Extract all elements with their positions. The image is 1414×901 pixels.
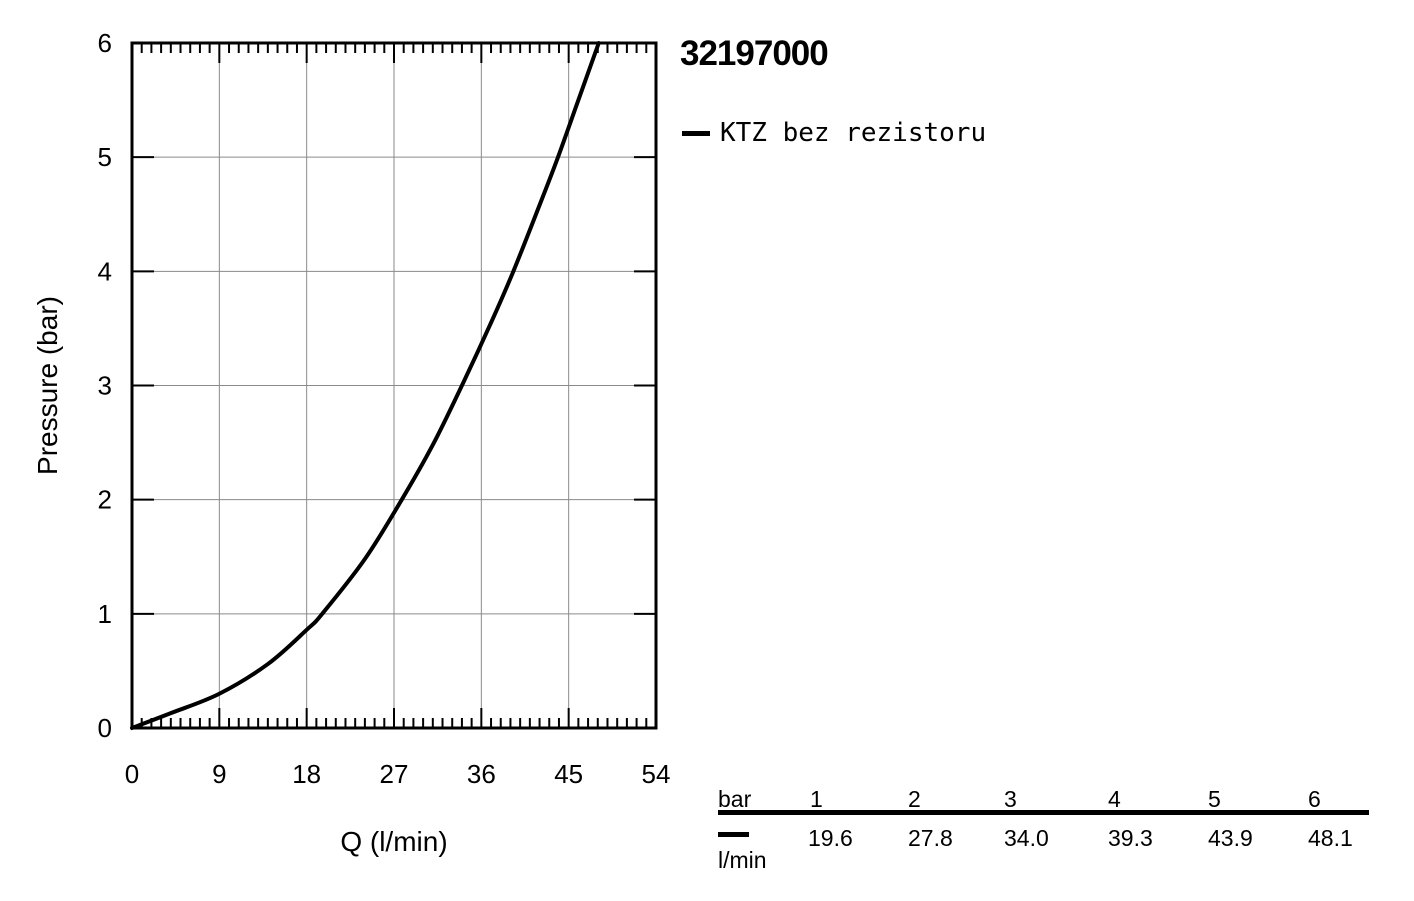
series-line [130, 41, 601, 730]
table-flow-cell: 39.3 [1108, 825, 1153, 851]
x-tick-label: 18 [292, 759, 321, 789]
y-tick-label: 3 [98, 371, 112, 401]
table-flow-cell: 19.6 [808, 825, 853, 851]
x-axis-title: Q (l/min) [340, 826, 447, 857]
table-pressure-cell: 5 [1208, 786, 1221, 812]
table-flow-unit: l/min [718, 847, 767, 873]
table-pressure-cell: 2 [908, 786, 921, 812]
y-tick-label: 5 [98, 142, 112, 172]
series-layer [130, 41, 601, 730]
y-tick-labels: 0 1 2 3 4 5 6 [98, 28, 112, 743]
x-tick-label: 36 [467, 759, 496, 789]
y-tick-label: 1 [98, 599, 112, 629]
plot-area-frame [130, 41, 658, 730]
flow-rate-table: bar 1 2 3 4 5 6 19.6 27.8 34.0 39.3 43.9… [718, 782, 1369, 882]
grid-lines [132, 43, 656, 728]
legend: KTZ bez rezistoru [682, 118, 986, 148]
y-tick-label: 6 [98, 28, 112, 58]
y-tick-label: 4 [98, 256, 112, 286]
table-pressure-cell: 6 [1308, 786, 1321, 812]
table-flow-cell: 34.0 [1004, 825, 1049, 851]
x-tick-label: 27 [380, 759, 409, 789]
x-tick-label: 0 [125, 759, 139, 789]
x-tick-label: 54 [642, 759, 671, 789]
table-series-swatch [718, 832, 749, 837]
table-pressure-header: bar [718, 786, 752, 812]
product-code-title: 32197000 [680, 34, 829, 73]
table-pressure-cell: 3 [1004, 786, 1017, 812]
table-flow-cell: 43.9 [1208, 825, 1253, 851]
x-tick-label: 9 [212, 759, 226, 789]
y-tick-label: 2 [98, 485, 112, 515]
table-pressure-cell: 4 [1108, 786, 1121, 812]
y-tick-label: 0 [98, 713, 112, 743]
x-tick-labels: 0 9 18 27 36 45 54 [125, 759, 671, 789]
table-divider [718, 810, 1369, 815]
y-axis-title: Pressure (bar) [32, 296, 63, 475]
table-pressure-cell: 1 [810, 786, 823, 812]
table-flow-cell: 48.1 [1308, 825, 1353, 851]
x-tick-label: 45 [554, 759, 583, 789]
legend-series-label: KTZ bez rezistoru [720, 118, 987, 148]
legend-series-swatch [682, 130, 710, 136]
table-flow-cell: 27.8 [908, 825, 953, 851]
